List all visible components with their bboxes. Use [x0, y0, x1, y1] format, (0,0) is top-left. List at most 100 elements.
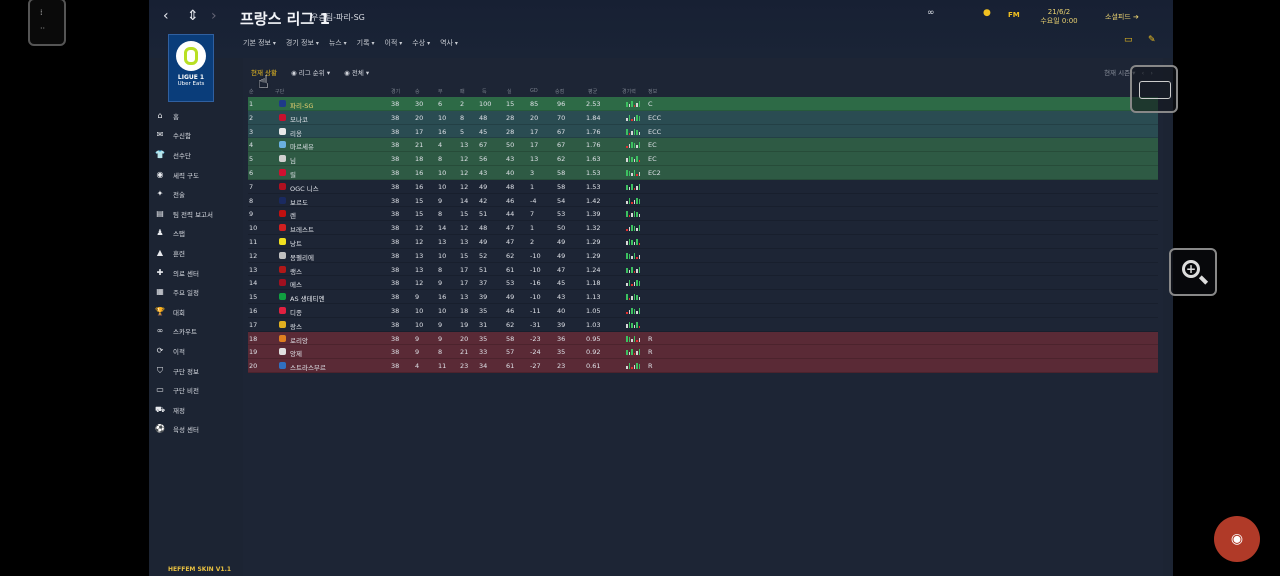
- tactics-board-icon: ✦: [156, 189, 164, 199]
- col-team[interactable]: 구단: [275, 89, 285, 95]
- sidebar-item[interactable]: ✉ 수신함: [149, 126, 239, 146]
- menu-transfers[interactable]: 이적: [384, 38, 402, 48]
- cell-team[interactable]: 보르도: [290, 198, 308, 207]
- col-gd[interactable]: GD: [530, 88, 538, 94]
- col-lost[interactable]: 패: [460, 89, 465, 95]
- cell-team[interactable]: 리옹: [290, 129, 302, 138]
- sidebar-item[interactable]: ▤ 팀 전력 보고서: [149, 204, 239, 224]
- cell-team[interactable]: 랭스: [290, 267, 302, 276]
- keyboard-button[interactable]: [1130, 65, 1178, 113]
- sidebar-item[interactable]: ▲ 훈련: [149, 243, 239, 263]
- col-gf[interactable]: 득: [482, 89, 487, 95]
- monitor-icon[interactable]: ▭: [1124, 35, 1133, 45]
- sidebar-item[interactable]: ▭ 구단 비전: [149, 380, 239, 400]
- cell-team[interactable]: 렌: [290, 212, 296, 221]
- table-row[interactable]: 16 디종 38 10 10 18 35 46 -11 40 1.05: [248, 304, 1158, 318]
- sidebar-item[interactable]: ◉ 세력 구도: [149, 165, 239, 185]
- cell-team[interactable]: 릴: [290, 170, 296, 179]
- pencil-icon[interactable]: ✎: [1148, 35, 1156, 45]
- cell-l: 21: [460, 348, 469, 357]
- cell-team[interactable]: 브레스트: [290, 226, 314, 235]
- club-crest-icon: [279, 168, 286, 176]
- table-row[interactable]: 17 랑스 38 10 9 19 31 62 -31 39 1.03: [248, 318, 1158, 332]
- fm-logo[interactable]: FM: [1008, 11, 1020, 19]
- sidebar-item[interactable]: ⛟ 재정: [149, 400, 239, 420]
- sidebar-item[interactable]: ▦ 주요 일정: [149, 282, 239, 302]
- col-avg[interactable]: 평균: [588, 89, 598, 95]
- sidebar-item[interactable]: 👕 선수단: [149, 145, 239, 165]
- table-row[interactable]: 5 님 38 18 8 12 56 43 13 62 1.63 EC: [248, 152, 1158, 166]
- cell-pos: 19: [249, 348, 258, 357]
- menu-records[interactable]: 기록: [357, 38, 375, 48]
- back-arrow-icon[interactable]: ‹: [163, 8, 169, 24]
- up-down-icon[interactable]: ⇕: [187, 8, 199, 24]
- menu-awards[interactable]: 수상: [412, 38, 430, 48]
- table-row[interactable]: 15 AS 생테티엔 38 9 16 13 39 49 -10 43 1.13: [248, 290, 1158, 304]
- cell-team[interactable]: OGC 니스: [290, 184, 319, 193]
- cell-team[interactable]: AS 생테티엔: [290, 295, 325, 304]
- sidebar-item[interactable]: 🏆 대회: [149, 302, 239, 322]
- cell-team[interactable]: 몽펠리에: [290, 253, 314, 262]
- table-row[interactable]: 13 랭스 38 13 8 17 51 61 -10 47 1.24: [248, 263, 1158, 277]
- binoculars-icon[interactable]: ∞: [927, 8, 935, 18]
- trophy-badge-icon[interactable]: ●: [983, 8, 991, 18]
- col-won[interactable]: 승: [415, 89, 420, 95]
- floating-nav-handle[interactable]: ⁞ ··: [28, 0, 66, 46]
- cell-team[interactable]: 랑스: [290, 322, 302, 331]
- menu-history[interactable]: 역사: [440, 38, 458, 48]
- sidebar-item[interactable]: ∞ 스카우트: [149, 322, 239, 342]
- cell-team[interactable]: 낭트: [290, 239, 302, 248]
- cell-ga: 58: [506, 334, 515, 343]
- table-row[interactable]: 9 렌 38 15 8 15 51 44 7 53 1.39: [248, 207, 1158, 222]
- table-row[interactable]: 4 마르세유 38 21 4 13 67 50 17 67 1.76 EC: [248, 138, 1158, 153]
- cell-team[interactable]: 로리앙: [290, 336, 308, 345]
- game-date[interactable]: 21/6/2 수요일 0:00: [1039, 8, 1079, 26]
- cell-team[interactable]: 스트라스부르: [290, 364, 326, 373]
- sidebar-item[interactable]: ⛉ 구단 정보: [149, 361, 239, 381]
- cell-team[interactable]: 마르세유: [290, 143, 314, 152]
- table-row[interactable]: 8 보르도 38 15 9 14 42 46 -4 54 1.42: [248, 194, 1158, 208]
- table-row[interactable]: 14 메스 38 12 9 17 37 53 -16 45 1.18: [248, 276, 1158, 291]
- col-drawn[interactable]: 무: [438, 89, 443, 95]
- forward-arrow-icon[interactable]: ›: [211, 8, 217, 24]
- table-row[interactable]: 19 앙제 38 9 8 21 33 57 -24 35 0.92 R: [248, 345, 1158, 360]
- table-row[interactable]: 20 스트라스부르 38 4 11 23 34 61 -27 23 0.61 R: [248, 359, 1158, 373]
- cell-team[interactable]: 파리-SG: [290, 102, 314, 110]
- sidebar-item[interactable]: ✦ 전술: [149, 184, 239, 204]
- table-row[interactable]: 3 리옹 38 17 16 5 45 28 17 67 1.76 ECC: [248, 124, 1158, 139]
- table-row[interactable]: 6 릴 38 16 10 12 43 40 3 58 1.53 EC2: [248, 165, 1158, 180]
- cell-team[interactable]: 님: [290, 157, 296, 166]
- social-feed-button[interactable]: 소셜피드 ➔: [1105, 12, 1139, 22]
- table-row[interactable]: 7 OGC 니스 38 16 10 12 49 48 1 58 1.53: [248, 180, 1158, 194]
- sidebar-item[interactable]: ⚽ 육성 센터: [149, 420, 239, 440]
- cell-team[interactable]: 앙제: [290, 350, 302, 359]
- table-row[interactable]: 12 몽펠리에 38 13 10 15 52 62 -10 49 1.29: [248, 249, 1158, 263]
- cell-team[interactable]: 모나코: [290, 115, 308, 124]
- col-played[interactable]: 경기: [391, 89, 401, 95]
- col-ga[interactable]: 실: [507, 89, 512, 95]
- sidebar-item-label: 선수단: [173, 151, 191, 160]
- table-row[interactable]: 1 파리-SG 38 30 6 2 100 15 85 96 2.53 C: [248, 97, 1158, 111]
- menu-match-info[interactable]: 경기 정보: [286, 38, 319, 48]
- table-row[interactable]: 2 모나코 38 20 10 8 48 28 20 70 1.84 ECC: [248, 110, 1158, 125]
- col-info[interactable]: 정보: [648, 89, 658, 95]
- sidebar-item[interactable]: ⌂ 홈: [149, 106, 239, 126]
- menu-news[interactable]: 뉴스: [329, 38, 347, 48]
- table-row[interactable]: 11 낭트 38 12 13 13 49 47 2 49 1.29: [248, 235, 1158, 249]
- league-rank-dropdown[interactable]: ◉ 리그 순위 ▾: [291, 69, 331, 77]
- menu-basic-info[interactable]: 기본 정보: [243, 38, 276, 48]
- col-pos[interactable]: 순: [249, 89, 254, 95]
- cell-team[interactable]: 디종: [290, 308, 302, 317]
- col-pts[interactable]: 승점: [555, 89, 565, 95]
- col-form[interactable]: 경기력: [622, 89, 636, 95]
- table-row[interactable]: 10 브레스트 38 12 14 12 48 47 1 50 1.32: [248, 221, 1158, 235]
- zoom-button[interactable]: +: [1169, 248, 1217, 296]
- all-dropdown[interactable]: ◉ 전체 ▾: [344, 69, 370, 77]
- broadcast-button[interactable]: ◉: [1214, 516, 1260, 562]
- sidebar-item[interactable]: ♟ 스탭: [149, 224, 239, 244]
- sidebar-item[interactable]: ⟳ 이적: [149, 341, 239, 361]
- cell-team[interactable]: 메스: [290, 281, 302, 290]
- sidebar-item[interactable]: ✚ 의료 센터: [149, 263, 239, 283]
- table-row[interactable]: 18 로리앙 38 9 9 20 35 58 -23 36 0.95 R: [248, 331, 1158, 346]
- tab-current-status[interactable]: 현재 상황: [251, 69, 277, 77]
